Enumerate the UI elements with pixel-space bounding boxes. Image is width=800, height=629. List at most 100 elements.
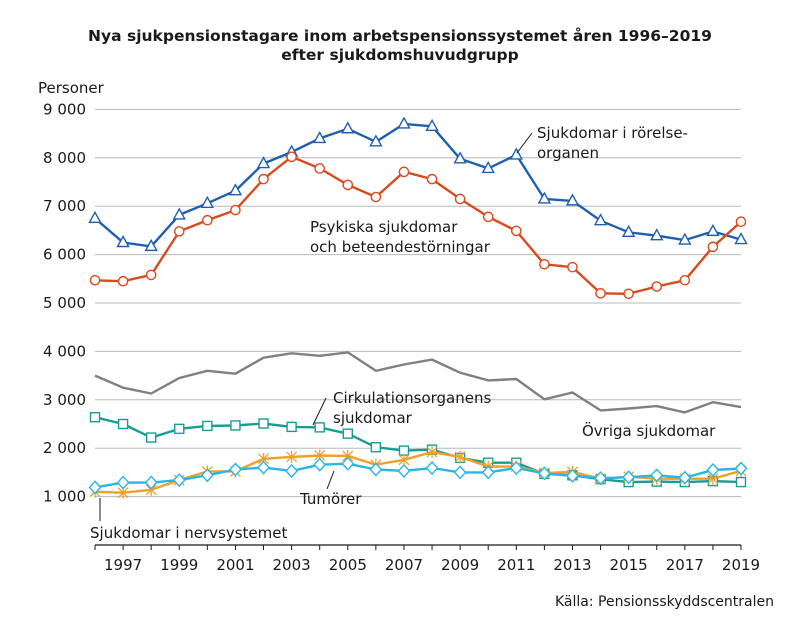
data-point [481, 465, 495, 480]
x-tick-label: 1999 [160, 556, 198, 574]
data-point [566, 468, 579, 483]
data-point [314, 163, 325, 174]
x-tick-label: 2017 [666, 556, 704, 574]
data-point [258, 173, 269, 185]
y-tick-label: 5 000 [43, 294, 86, 312]
data-point [116, 235, 130, 248]
y-tick-labels: 1 000 2 000 3 000 4 000 5 000 6 000 7 000 8 000… [43, 100, 86, 505]
data-point [539, 258, 550, 270]
data-point [650, 468, 664, 483]
data-point [230, 204, 241, 216]
data-point [397, 463, 411, 478]
chart-title-line-1: Nya sjukpensionstagare inom arbetspensio… [88, 27, 712, 45]
data-point [256, 156, 271, 169]
x-tick-label: 2001 [216, 556, 254, 574]
series-label: Psykiska sjukdomar [310, 218, 458, 236]
gridlines [95, 108, 741, 498]
data-point [286, 151, 297, 163]
data-point [594, 471, 608, 486]
data-point [88, 210, 102, 224]
data-point [734, 232, 748, 245]
data-point [735, 216, 747, 227]
data-point [202, 214, 213, 226]
data-point [622, 470, 636, 485]
data-series [88, 116, 748, 499]
data-point [678, 470, 692, 485]
x-tick-label: 2011 [497, 556, 535, 574]
data-point [145, 269, 157, 281]
data-point [341, 456, 355, 471]
data-point [426, 173, 438, 185]
data-point [145, 432, 157, 443]
data-point [172, 473, 186, 488]
data-point [397, 116, 411, 129]
data-point [314, 422, 325, 433]
series-sjukdomar-i-nervsystemet [88, 456, 748, 495]
data-point [313, 457, 327, 472]
data-point [228, 183, 243, 196]
x-tick-label: 1997 [104, 556, 142, 574]
data-point [621, 224, 636, 238]
data-point [398, 445, 410, 456]
y-tick-label: 1 000 [43, 488, 86, 506]
data-point [200, 468, 214, 483]
y-tick-label: 6 000 [43, 246, 86, 264]
x-tick-label: 2019 [722, 556, 760, 574]
data-point [593, 213, 608, 226]
data-point [623, 288, 634, 300]
data-point [679, 274, 691, 286]
series-label: sjukdomar [333, 409, 413, 427]
data-point [172, 207, 186, 220]
y-tick-label: 2 000 [43, 439, 86, 457]
series-label: Sjukdomar i nervsystemet [90, 524, 287, 542]
series-label: Sjukdomar i rörelse- [537, 124, 688, 142]
y-tick-label: 7 000 [43, 197, 86, 215]
series-label: och beteendestörningar [310, 238, 491, 256]
data-point [117, 418, 129, 430]
data-point [258, 418, 269, 429]
x-tick-labels: 1997 1999 2001 2003 2005 2007 2009 2011 2013 2015… [104, 556, 760, 574]
data-point [706, 462, 720, 478]
data-point [88, 480, 102, 495]
data-point [200, 195, 215, 208]
data-point [454, 450, 466, 463]
series-label: Övriga sjukdomar [582, 421, 716, 440]
data-point [565, 193, 580, 206]
data-point [537, 466, 551, 481]
data-point [369, 134, 383, 147]
series-label: Cirkulationsorganens [333, 389, 491, 407]
data-point [425, 461, 439, 476]
data-point [117, 275, 129, 287]
data-point [173, 226, 185, 237]
data-point [286, 421, 297, 433]
series-sjukdomar-i-rörelse-organen [88, 116, 748, 252]
series-line [94, 450, 742, 494]
data-point [144, 238, 158, 252]
annotation-leader [312, 397, 327, 426]
data-point [481, 160, 495, 174]
x-axis [94, 544, 742, 550]
series-övriga-sjukdomar [94, 351, 742, 414]
data-point [651, 281, 663, 292]
data-point [426, 446, 438, 459]
data-point [734, 461, 748, 476]
data-point [425, 118, 439, 132]
data-point [202, 420, 213, 432]
annotation-leader [326, 470, 335, 490]
x-tick-label: 2003 [273, 556, 311, 574]
y-tick-label: 8 000 [43, 149, 86, 167]
series-label: Tumörer [299, 490, 362, 508]
data-point [509, 461, 523, 476]
data-point [285, 463, 299, 478]
x-tick-label: 2005 [329, 556, 367, 574]
data-point [89, 412, 101, 423]
x-tick-label: 2013 [553, 556, 591, 574]
series-label: organen [537, 144, 599, 162]
series-tumörer [89, 446, 747, 499]
data-point [509, 147, 523, 160]
data-point [678, 232, 692, 245]
data-point [342, 428, 353, 439]
data-point [537, 191, 552, 204]
data-point [595, 288, 606, 299]
